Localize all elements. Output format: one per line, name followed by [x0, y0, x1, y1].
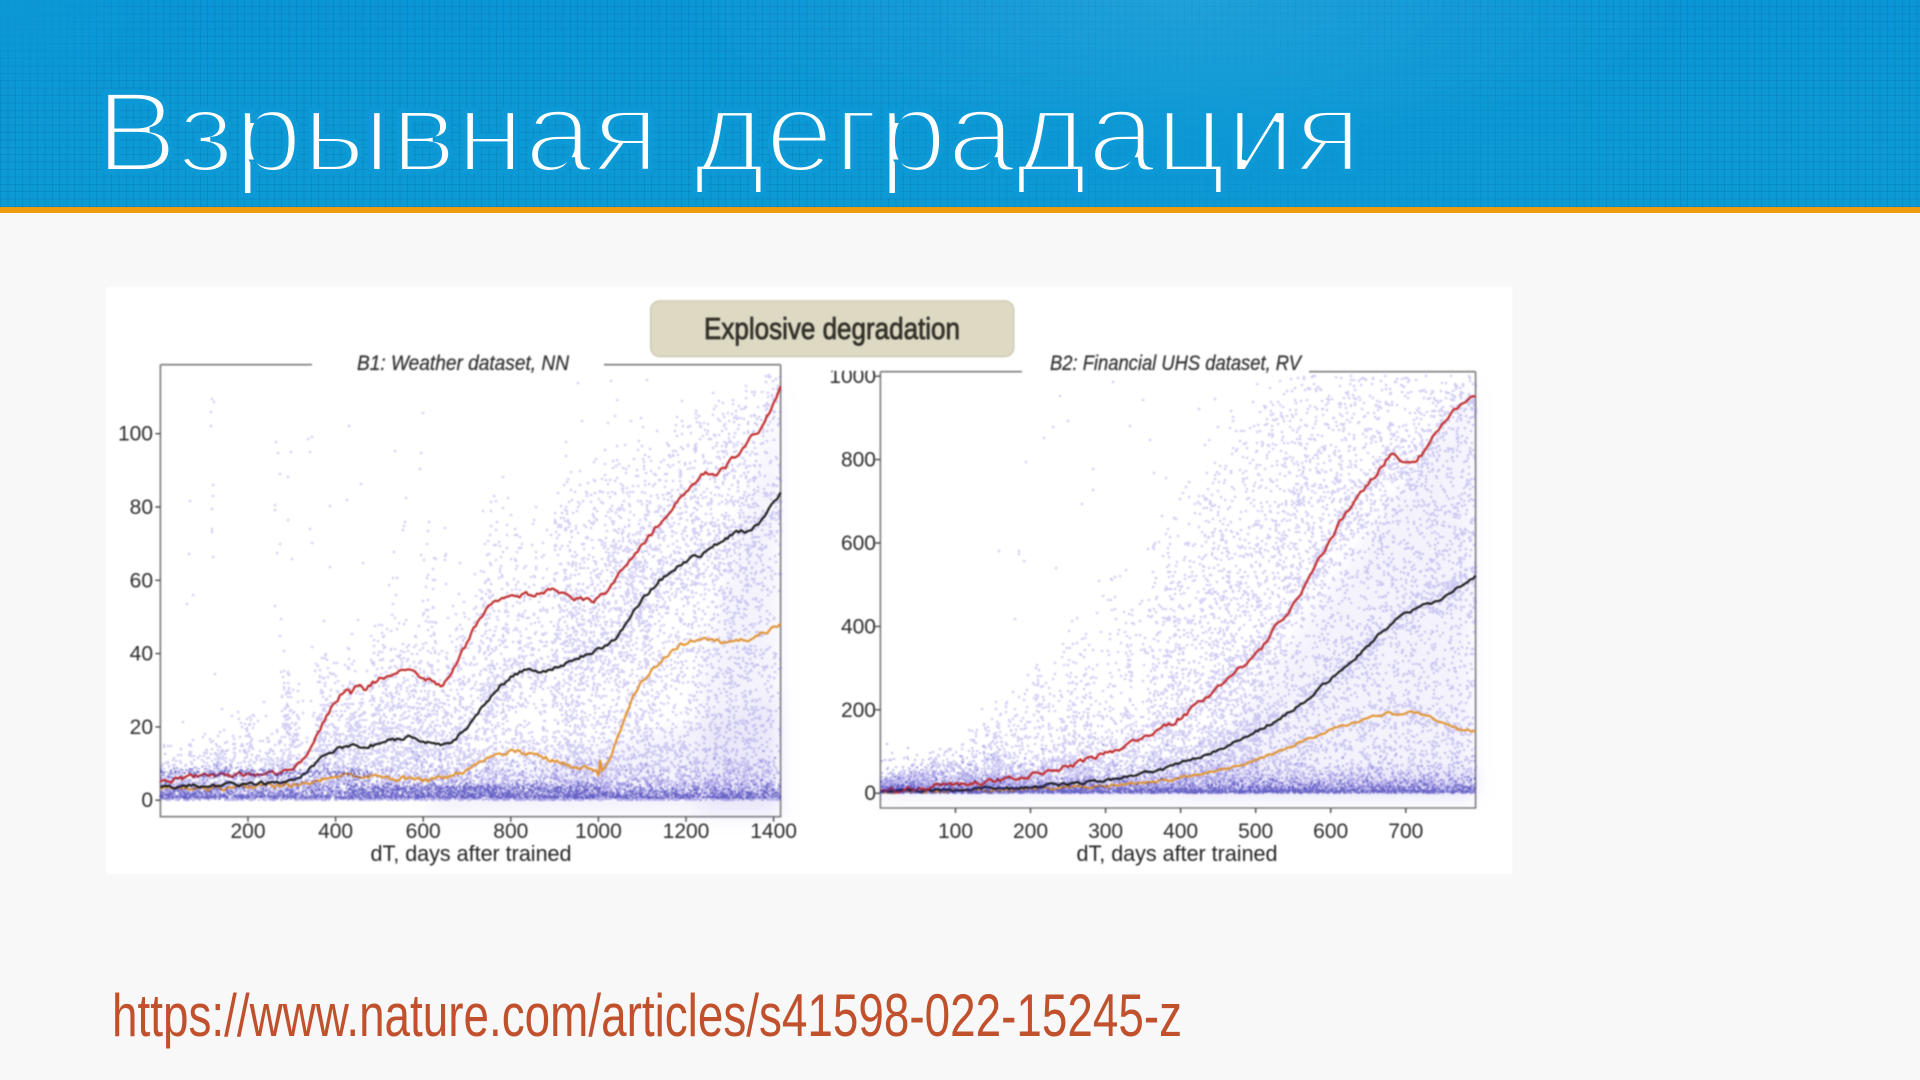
svg-text:400: 400 — [841, 615, 876, 638]
svg-text:600: 600 — [841, 532, 876, 555]
svg-text:400: 400 — [318, 820, 353, 843]
svg-text:40: 40 — [130, 643, 153, 666]
svg-text:B1: Weather dataset, NN: B1: Weather dataset, NN — [357, 351, 569, 375]
svg-text:60: 60 — [130, 569, 153, 592]
svg-text:100: 100 — [118, 423, 153, 446]
svg-text:100: 100 — [938, 820, 973, 843]
svg-text:80: 80 — [130, 496, 153, 519]
svg-text:0: 0 — [864, 782, 876, 805]
svg-text:Explosive degradation: Explosive degradation — [704, 311, 960, 346]
svg-text:500: 500 — [1238, 820, 1273, 843]
svg-text:200: 200 — [230, 820, 265, 843]
svg-text:800: 800 — [493, 820, 528, 843]
svg-text:200: 200 — [1013, 820, 1048, 843]
svg-text:600: 600 — [1313, 820, 1348, 843]
svg-text:1200: 1200 — [663, 820, 710, 843]
svg-text:20: 20 — [130, 716, 153, 739]
svg-text:0: 0 — [141, 789, 153, 812]
svg-text:dT, days after trained: dT, days after trained — [1077, 841, 1278, 866]
svg-text:400: 400 — [1163, 820, 1198, 843]
svg-text:200: 200 — [841, 699, 876, 722]
svg-text:300: 300 — [1088, 820, 1123, 843]
svg-text:1400: 1400 — [750, 820, 797, 843]
svg-text:800: 800 — [841, 449, 876, 472]
svg-text:B2: Financial UHS dataset, RV: B2: Financial UHS dataset, RV — [1050, 351, 1303, 375]
svg-text:700: 700 — [1388, 820, 1423, 843]
svg-text:https://www.nature.com/article: https://www.nature.com/articles/s41598-0… — [112, 982, 1182, 1049]
svg-text:1000: 1000 — [829, 365, 876, 388]
svg-text:600: 600 — [406, 820, 441, 843]
svg-text:dT, days after trained: dT, days after trained — [371, 841, 572, 866]
svg-text:1000: 1000 — [575, 820, 622, 843]
svg-text:Взрывная деградация: Взрывная деградация — [96, 69, 1362, 197]
